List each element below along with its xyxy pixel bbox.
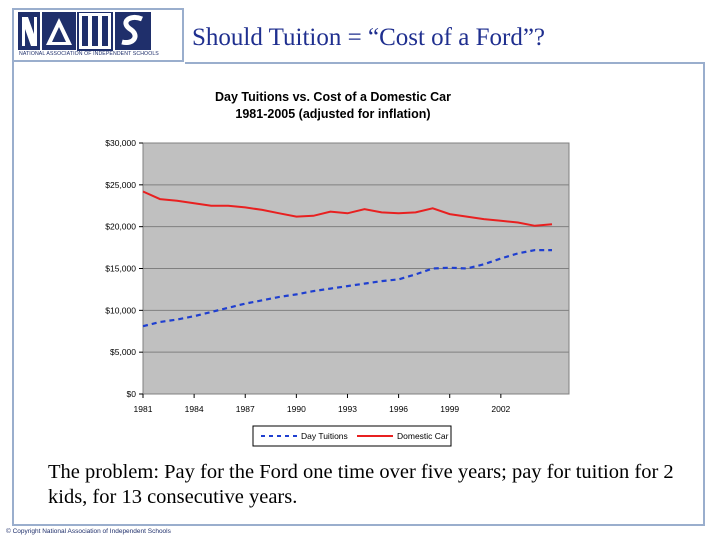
legend-label: Day Tuitions [301,431,348,441]
x-tick-label: 1996 [389,404,408,414]
logo-caption: NATIONAL ASSOCIATION OF INDEPENDENT SCHO… [19,51,159,57]
title-rule [185,62,705,64]
x-tick-label: 1984 [185,404,204,414]
x-tick-label: 1987 [236,404,255,414]
slide-frame [12,62,705,526]
x-tick-label: 1999 [440,404,459,414]
nais-logo: NATIONAL ASSOCIATION OF INDEPENDENT SCHO… [12,8,184,62]
y-tick-label: $10,000 [105,305,136,315]
chart-title: Day Tuitions vs. Cost of a Domestic Car [215,90,451,104]
legend-label: Domestic Car [397,431,449,441]
y-tick-label: $0 [127,389,137,399]
x-tick-label: 1993 [338,404,357,414]
legend-box [252,425,452,447]
x-tick-label: 2002 [491,404,510,414]
nais-logo-mark [18,12,151,51]
y-tick-label: $30,000 [105,138,136,148]
y-tick-label: $20,000 [105,222,136,232]
copyright-notice: © Copyright National Association of Inde… [6,528,171,535]
series-line-day-tuitions [142,249,552,328]
x-tick-label: 1981 [134,404,153,414]
slide-caption: The problem: Pay for the Ford one time o… [48,461,674,508]
y-tick-label: $25,000 [105,180,136,190]
chart-subtitle: 1981-2005 (adjusted for inflation) [235,107,430,121]
slide-title: Should Tuition = “Cost of a Ford”? [192,24,546,51]
x-tick-label: 1990 [287,404,306,414]
y-tick-label: $15,000 [105,264,136,274]
series-line-domestic-car [142,190,553,227]
y-tick-label: $5,000 [110,347,136,357]
